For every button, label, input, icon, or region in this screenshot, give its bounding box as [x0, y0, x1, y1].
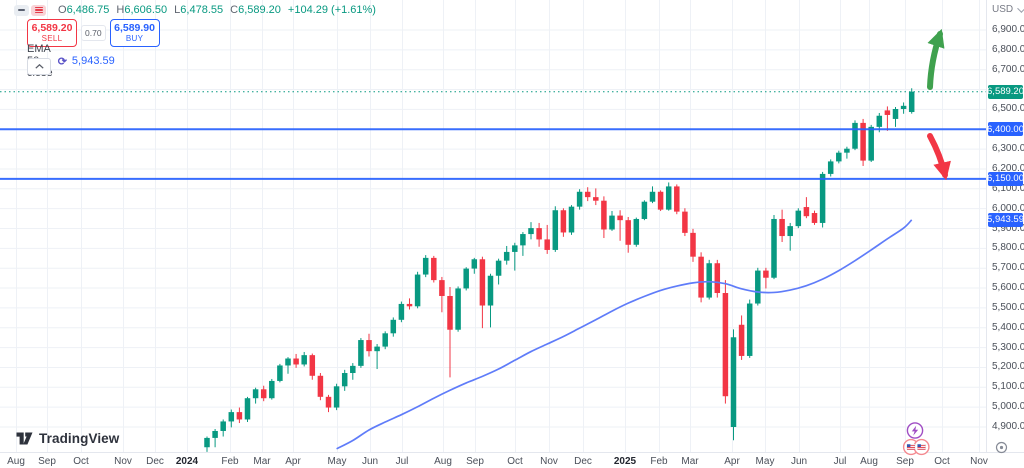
price-badge: 5,943.59	[987, 212, 1024, 227]
price-badge: 6,150.00	[987, 171, 1024, 186]
time-month-label: Jun	[790, 456, 808, 467]
time-axis[interactable]: Aug Sep Oct Nov Dec 2024 Feb Mar Apr May Jun Jul Aug…	[0, 453, 988, 468]
time-month-label: Apr	[724, 456, 740, 467]
time-month-label: Oct	[507, 456, 523, 467]
price-tick-label: 6,800.00	[992, 43, 1024, 55]
ohlc-segment: L6,478.55	[174, 4, 224, 16]
legend-chevron-up-button[interactable]	[27, 58, 51, 75]
spread-value: 0.70	[81, 25, 106, 41]
price-tick-label: 5,900.00	[992, 222, 1024, 234]
price-tick-label: 5,100.00	[992, 381, 1024, 393]
goto-realtime-button[interactable]	[995, 441, 1008, 454]
time-month-label: Mar	[681, 456, 699, 467]
ohlc-segment: H6,606.50	[116, 4, 168, 16]
tradingview-logo-icon	[16, 432, 33, 445]
time-month-label: Nov	[114, 456, 132, 467]
currency-selector[interactable]: USD	[992, 3, 1024, 15]
time-month-label: May	[327, 456, 347, 467]
chevron-down-icon	[1017, 3, 1024, 13]
time-month-label: Aug	[7, 456, 25, 467]
price-tick-label: 5,700.00	[992, 262, 1024, 274]
down-arrow-drawing[interactable]	[927, 133, 951, 181]
time-month-label: Dec	[146, 456, 164, 467]
us-flag-icon	[917, 444, 926, 450]
economic-flags-icon[interactable]	[902, 438, 930, 456]
time-month-label: Apr	[285, 456, 301, 467]
time-month-label: Dec	[574, 456, 592, 467]
ohlc-values: O6,486.75 H6,606.50 L6,478.55 C6,589.20 +104…	[58, 4, 383, 16]
legend-collapse-icon[interactable]	[14, 4, 29, 16]
price-tick-label: 6,100.00	[992, 182, 1024, 194]
time-month-label: Aug	[860, 456, 878, 467]
gridlines	[0, 0, 986, 452]
time-month-label: May	[755, 456, 775, 467]
time-axis-separator	[0, 452, 1024, 453]
symbol-menu-icon[interactable]	[31, 4, 46, 16]
time-month-label: Aug	[434, 456, 452, 467]
indicator-sync-icon[interactable]: ⟳	[57, 55, 67, 68]
price-tick-label: 6,900.00	[992, 24, 1024, 35]
time-month-label: Feb	[650, 456, 668, 467]
time-month-label: Nov	[540, 456, 558, 467]
time-month-label: Oct	[73, 456, 89, 467]
price-tick-label: 5,500.00	[992, 301, 1024, 313]
time-month-label: Feb	[221, 456, 239, 467]
price-tick-label: 6,500.00	[992, 103, 1024, 115]
buy-button[interactable]: 6,589.90 BUY	[109, 19, 160, 47]
time-month-label: Jul	[395, 456, 409, 467]
ohlc-segment: O6,486.75	[58, 4, 110, 16]
candlestick-series[interactable]	[204, 88, 915, 452]
time-month-label: Mar	[253, 456, 271, 467]
price-axis-separator	[986, 0, 987, 452]
us-flag-icon	[906, 444, 916, 450]
time-month-label: Jun	[361, 456, 379, 467]
price-tick-label: 6,700.00	[992, 63, 1024, 75]
lightning-event-icon[interactable]	[906, 422, 924, 439]
price-tick-label: 5,800.00	[992, 242, 1024, 254]
price-tick-label: 5,000.00	[992, 401, 1024, 413]
time-month-label: Jul	[833, 456, 847, 467]
time-year-label: 2025	[613, 456, 637, 467]
sell-label: SELL	[41, 34, 63, 44]
up-arrow-drawing[interactable]	[927, 28, 945, 90]
price-tick-label: 5,600.00	[992, 282, 1024, 294]
price-badge: 6,400.00	[987, 122, 1024, 137]
ohlc-segment: C6,589.20	[230, 4, 281, 16]
currency-label: USD	[992, 4, 1014, 15]
price-badge: 6,589.20	[987, 84, 1024, 99]
time-month-label: Sep	[896, 456, 914, 467]
time-year-label: 2024	[175, 456, 199, 467]
price-tick-label: 4,900.00	[992, 421, 1024, 432]
tradingview-logo-text: TradingView	[39, 431, 120, 446]
price-axis[interactable]: USD 6,900.00 6,800.00 6,700.00 6,500.00 6,30…	[987, 0, 1024, 452]
chevron-up-icon	[34, 64, 44, 69]
time-month-label: Oct	[934, 456, 950, 467]
price-tick-label: 6,000.00	[992, 202, 1024, 214]
chart-canvas[interactable]	[0, 0, 986, 452]
time-month-label: Sep	[466, 456, 484, 467]
sell-price: 6,589.20	[31, 21, 73, 34]
price-tick-label: 6,300.00	[992, 143, 1024, 155]
buy-label: BUY	[125, 34, 144, 44]
time-month-label: Sep	[38, 456, 56, 467]
tradingview-logo[interactable]: TradingView	[16, 431, 119, 446]
sell-button[interactable]: 6,589.20 SELL	[27, 19, 77, 47]
price-tick-label: 6,200.00	[992, 162, 1024, 174]
price-tick-label: 5,400.00	[992, 321, 1024, 333]
ohlc-segment: +104.29 (+1.61%)	[287, 4, 376, 16]
indicator-value: 5,943.59	[71, 55, 115, 67]
price-tick-label: 5,200.00	[992, 361, 1024, 373]
price-tick-label: 5,300.00	[992, 341, 1024, 353]
ema-line[interactable]	[336, 219, 913, 450]
buy-price: 6,589.90	[114, 21, 155, 34]
time-month-label: Nov	[970, 456, 988, 467]
event-markers[interactable]	[899, 417, 933, 457]
